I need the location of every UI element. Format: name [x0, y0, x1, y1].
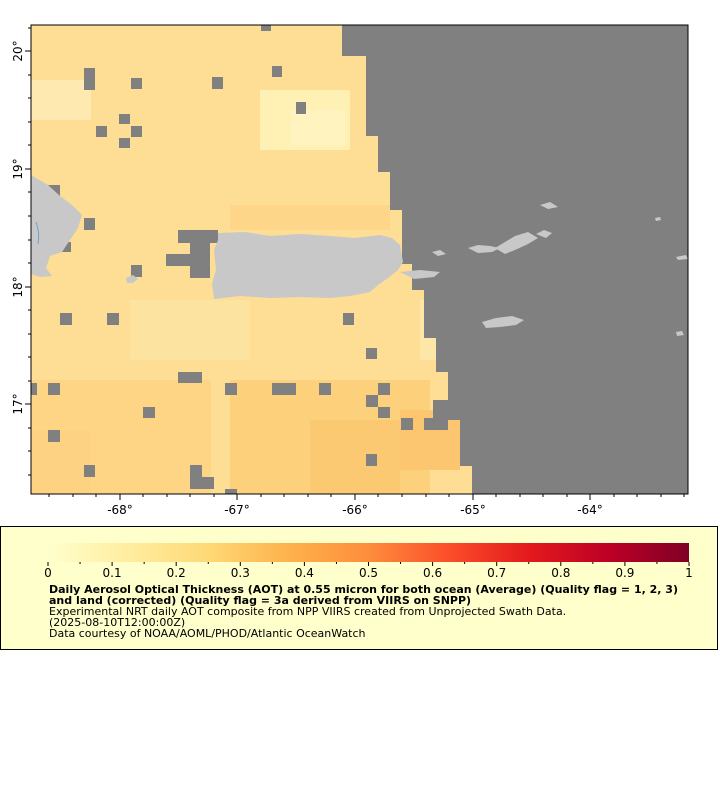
colorbar-tick-label: 1 — [685, 566, 693, 580]
colorbar-ramp — [48, 543, 689, 562]
coastline-river — [35, 221, 40, 245]
legend-credit: Data courtesy of NOAA/AOML/PHOD/Atlantic… — [49, 627, 366, 640]
colorbar-ticks — [47, 562, 690, 566]
land-masses — [31, 175, 688, 336]
islet-land — [655, 217, 661, 221]
colorbar-tick-label: 0.8 — [551, 566, 570, 580]
colorbar-tick-label: 0.7 — [487, 566, 506, 580]
minor-ticks — [28, 27, 685, 497]
puerto-rico-land — [212, 232, 403, 299]
st-croix-land — [482, 316, 524, 328]
colorbar-tick-label: 0.4 — [295, 566, 314, 580]
st-john-bvi-land — [495, 232, 538, 254]
aot-pixels — [31, 80, 460, 494]
lon-tick-label: -66° — [342, 503, 368, 517]
vieques-land — [400, 270, 440, 279]
lon-tick-label: -65° — [460, 503, 486, 517]
colorbar-tick-labels: 0 0.1 0.2 0.3 0.4 0.5 0.6 0.7 0.8 0.9 1 — [44, 566, 693, 580]
legend-time: (2025-08-10T12:00:00Z) — [49, 616, 186, 629]
anegada-land — [540, 202, 558, 209]
lon-tick-label: -67° — [224, 503, 250, 517]
lat-tick-label: 18° — [11, 276, 25, 297]
legend-caption: Daily Aerosol Optical Thickness (AOT) at… — [49, 584, 689, 639]
legend-description: Experimental NRT daily AOT composite fro… — [49, 605, 567, 618]
no-data-region — [342, 25, 688, 494]
legend-panel: 0 0.1 0.2 0.3 0.4 0.5 0.6 0.7 0.8 0.9 1 Daily Aero… — [0, 526, 718, 650]
culebra-land — [432, 250, 446, 256]
lat-tick-label: 19° — [11, 158, 25, 179]
map-figure: -68° -67° -66° -65° -64° 20° 19° 18° 17° — [11, 24, 689, 517]
colorbar-tick-label: 0.9 — [615, 566, 634, 580]
hispaniola-land — [31, 175, 82, 277]
axis-ticks — [25, 50, 591, 500]
colorbar-tick-label: 0 — [44, 566, 52, 580]
map-frame — [30, 24, 689, 495]
colorbar-tick-label: 0.5 — [359, 566, 378, 580]
colorbar-tick-label: 0.3 — [231, 566, 250, 580]
colorbar-tick-label: 0.2 — [167, 566, 186, 580]
legend-title: Daily Aerosol Optical Thickness (AOT) at… — [49, 583, 678, 607]
lat-tick-label: 20° — [11, 40, 25, 61]
mona-island-land — [126, 275, 138, 283]
colorbar: 0 0.1 0.2 0.3 0.4 0.5 0.6 0.7 0.8 0.9 1 — [44, 543, 693, 580]
colorbar-tick-label: 0.1 — [103, 566, 122, 580]
anguilla-land — [676, 255, 688, 260]
lon-tick-label: -68° — [107, 503, 133, 517]
lon-tick-label: -64° — [577, 503, 603, 517]
st-thomas-land — [468, 245, 500, 253]
lat-tick-label: 17° — [11, 393, 25, 414]
tortola-land — [536, 230, 552, 238]
colorbar-tick-label: 0.6 — [423, 566, 442, 580]
sombrero-land — [676, 331, 684, 336]
